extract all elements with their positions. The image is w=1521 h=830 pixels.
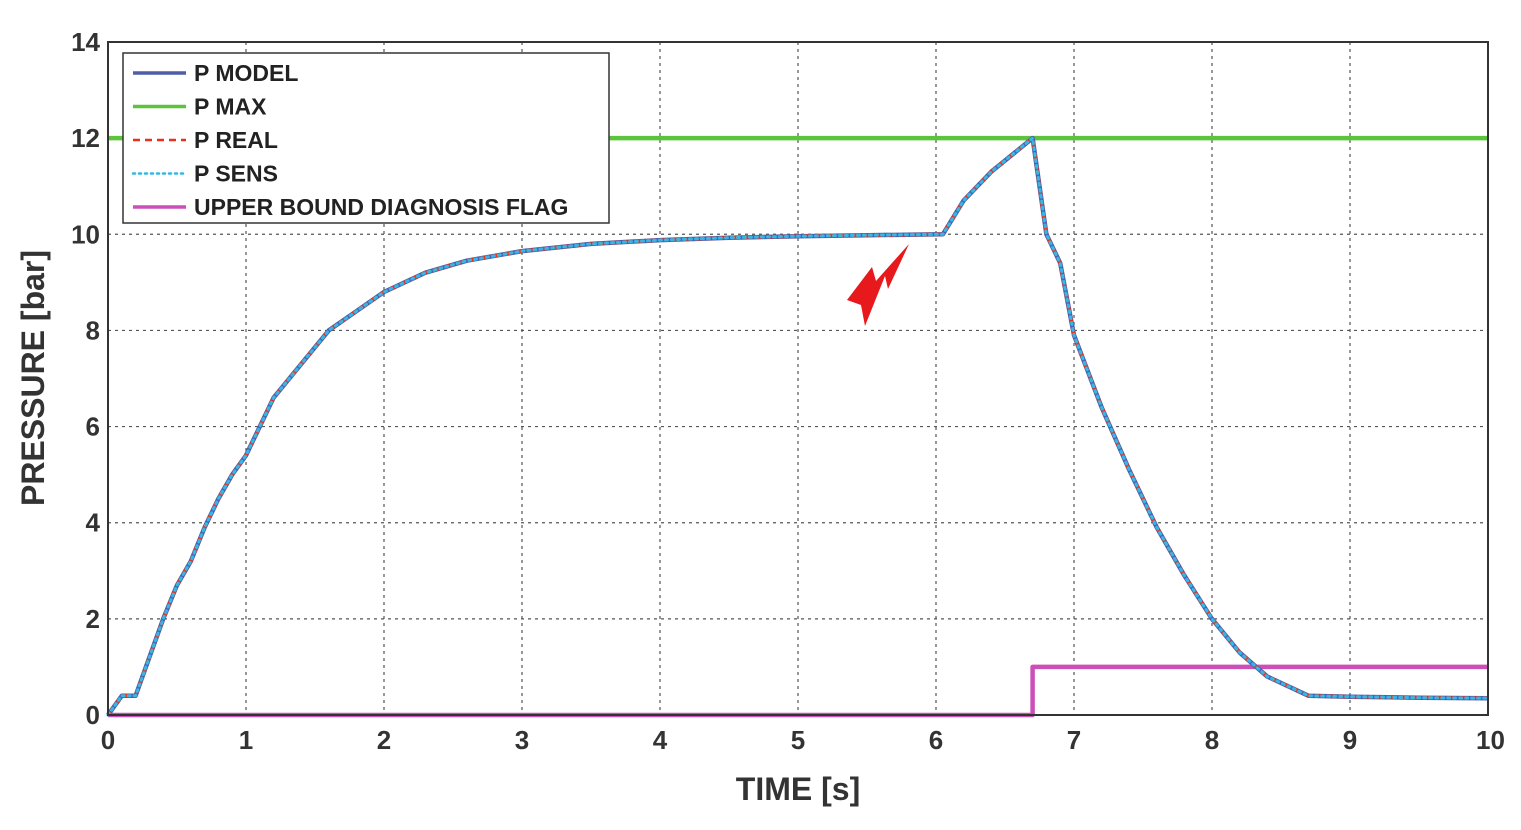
y-tick-label: 8 bbox=[86, 315, 100, 345]
legend-label-p-max: P MAX bbox=[194, 94, 267, 120]
x-tick-label: 2 bbox=[377, 725, 391, 755]
legend-label-upper-bound-diagnosis-flag: UPPER BOUND DIAGNOSIS FLAG bbox=[194, 194, 568, 220]
legend-box bbox=[122, 52, 610, 224]
legend: P MODEL P MAX P REAL P SENS UPPER BOUND DIAG… bbox=[122, 52, 610, 224]
y-tick-label: 12 bbox=[71, 123, 100, 153]
y-tick-label: 14 bbox=[71, 27, 100, 57]
x-tick-label: 8 bbox=[1205, 725, 1219, 755]
plot-frame bbox=[107, 41, 1489, 716]
legend-label-p-model: P MODEL bbox=[194, 60, 298, 86]
x-tick-label: 5 bbox=[791, 725, 805, 755]
y-tick-label: 0 bbox=[86, 700, 100, 730]
y-tick-label: 10 bbox=[71, 219, 100, 249]
x-tick-label: 3 bbox=[515, 725, 529, 755]
x-tick-label: 4 bbox=[653, 725, 668, 755]
x-tick-label: 0 bbox=[101, 725, 115, 755]
y-tick-label: 6 bbox=[86, 412, 100, 442]
x-tick-label: 10 bbox=[1476, 725, 1505, 755]
y-tick-label: 2 bbox=[86, 604, 100, 634]
x-axis-label: TIME [s] bbox=[736, 771, 860, 807]
x-tick-label: 9 bbox=[1343, 725, 1357, 755]
y-axis-label: PRESSURE [bar] bbox=[15, 250, 51, 506]
x-tick-label: 7 bbox=[1067, 725, 1081, 755]
series-line-p-real bbox=[106, 136, 1489, 717]
x-tick-label: 1 bbox=[239, 725, 253, 755]
legend-label-p-sens: P SENS bbox=[194, 161, 278, 187]
x-tick-label: 6 bbox=[929, 725, 943, 755]
legend-label-p-real: P REAL bbox=[194, 127, 278, 153]
y-tick-label: 4 bbox=[86, 508, 101, 538]
series-layer bbox=[106, 135, 1490, 718]
lightning-bolt-icon bbox=[847, 244, 909, 326]
series-line-p-sens bbox=[106, 136, 1490, 717]
